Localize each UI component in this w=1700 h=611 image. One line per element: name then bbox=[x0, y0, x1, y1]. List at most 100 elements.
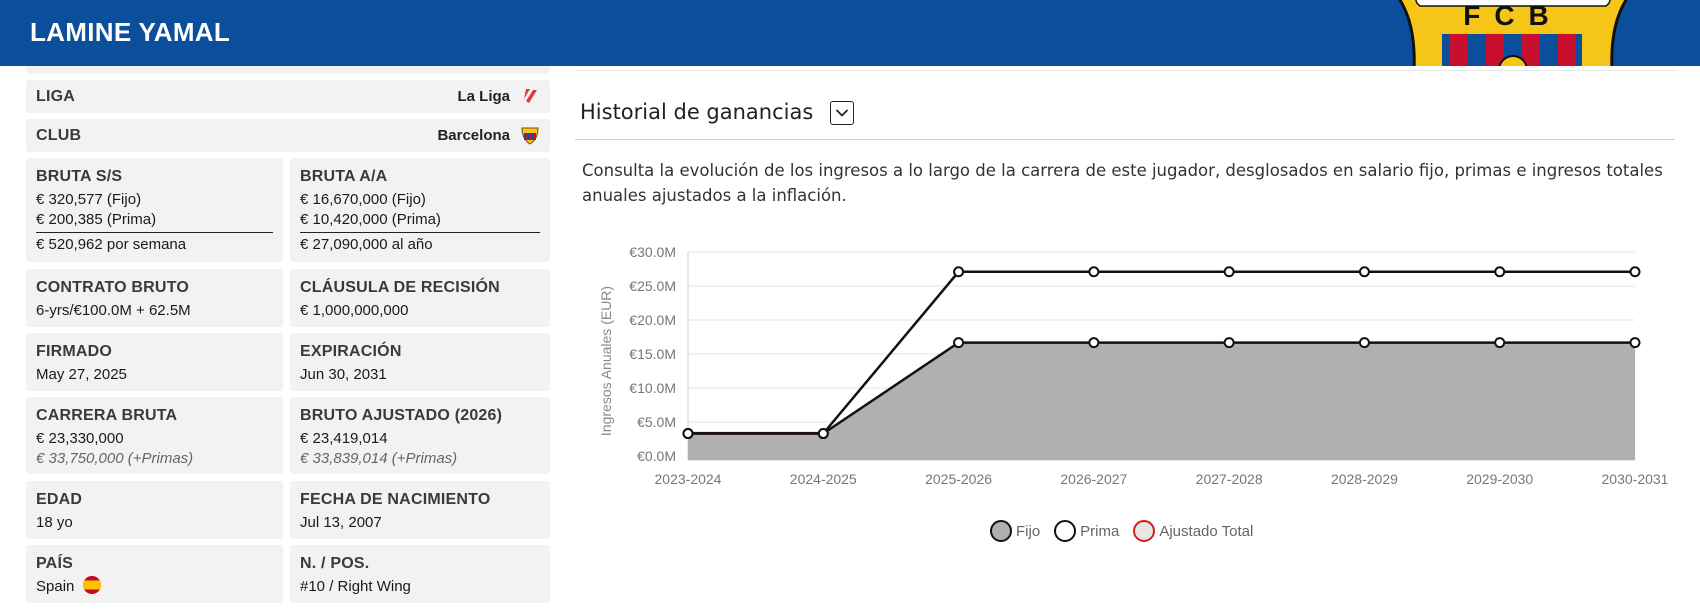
stat-pais: PAÍS Spain bbox=[26, 545, 283, 603]
stat-nacimiento: FECHA DE NACIMIENTO Jul 13, 2007 bbox=[290, 481, 550, 539]
stat-bruta-anual: BRUTA A/A € 16,670,000 (Fijo) € 10,420,0… bbox=[290, 158, 550, 262]
y-tick-label: €20.0M bbox=[629, 312, 676, 328]
legend-item-ajustado-total[interactable]: Ajustado Total bbox=[1133, 520, 1253, 542]
stat-label: CARRERA BRUTA bbox=[36, 407, 178, 424]
legend-label: Ajustado Total bbox=[1159, 522, 1254, 540]
point-prima bbox=[953, 266, 965, 278]
stat-liga: LIGA La Liga bbox=[26, 80, 550, 113]
section-description: Consulta la evolución de los ingresos a … bbox=[582, 161, 1663, 205]
stat-clausula: CLÁUSULA DE RECISIÓN € 1,000,000,000 bbox=[290, 269, 550, 327]
x-tick-label: 2025-2026 bbox=[925, 471, 992, 487]
stat-value: May 27, 2025 bbox=[36, 366, 127, 383]
stat-label: FIRMADO bbox=[36, 343, 113, 360]
stat-label: CLÁUSULA DE RECISIÓN bbox=[300, 279, 500, 296]
stat-label: BRUTA S/S bbox=[36, 168, 123, 185]
y-tick-label: €25.0M bbox=[629, 278, 676, 294]
stat-divider bbox=[36, 232, 273, 233]
legend-label: Prima bbox=[1080, 522, 1120, 540]
stat-label: BRUTA A/A bbox=[300, 168, 388, 185]
series-prima-line bbox=[688, 270, 1635, 435]
legend-swatch bbox=[990, 520, 1012, 542]
stat-label: PAÍS bbox=[36, 555, 73, 572]
stat-value: € 1,000,000,000 bbox=[300, 302, 409, 319]
point-prima bbox=[1629, 266, 1641, 278]
x-tick-label: 2023-2024 bbox=[655, 471, 722, 487]
section-top-border bbox=[575, 70, 1675, 71]
stat-fijo: € 16,670,000 (Fijo) bbox=[300, 191, 426, 208]
stat-value: Barcelona bbox=[437, 127, 510, 144]
legend-item-prima[interactable]: Prima bbox=[1054, 520, 1119, 542]
page-header: LAMINE YAMAL FCB bbox=[0, 0, 1700, 66]
stat-ajustado: BRUTO AJUSTADO (2026) € 23,419,014 € 33,… bbox=[290, 397, 550, 474]
stat-bruta-semanal: BRUTA S/S € 320,577 (Fijo) € 200,385 (Pr… bbox=[26, 158, 283, 262]
stat-value: 6-yrs/€100.0M + 62.5M bbox=[36, 302, 191, 319]
stat-label: N. / POS. bbox=[300, 555, 370, 572]
x-tick-label: 2027-2028 bbox=[1196, 471, 1263, 487]
stat-sub-value: € 33,750,000 (+Primas) bbox=[36, 450, 194, 467]
stat-club: CLUB Barcelona bbox=[26, 119, 550, 152]
point-fijo bbox=[1223, 337, 1235, 349]
x-tick-label: 2029-2030 bbox=[1466, 471, 1533, 487]
point-fijo bbox=[1629, 337, 1641, 349]
stat-fijo: € 320,577 (Fijo) bbox=[36, 191, 142, 208]
point-fijo bbox=[1494, 337, 1506, 349]
stat-label: BRUTO AJUSTADO (2026) bbox=[300, 407, 503, 424]
legend-swatch bbox=[1054, 520, 1077, 542]
stat-value: Spain bbox=[36, 578, 75, 595]
section-toggle-button[interactable] bbox=[830, 101, 854, 125]
stat-label: LIGA bbox=[36, 88, 76, 105]
y-tick-label: €5.0M bbox=[637, 414, 676, 430]
y-tick-label: €0.0M bbox=[637, 448, 676, 464]
stat-carrera: CARRERA BRUTA € 23,330,000 € 33,750,000 … bbox=[26, 397, 283, 474]
stat-label: EXPIRACIÓN bbox=[300, 343, 402, 360]
stat-label: FECHA DE NACIMIENTO bbox=[300, 491, 491, 508]
laliga-logo-icon bbox=[524, 89, 537, 103]
x-tick-label: 2030-2031 bbox=[1602, 471, 1669, 487]
stat-label: EDAD bbox=[36, 491, 83, 508]
stat-edad: EDAD 18 yo bbox=[26, 481, 283, 539]
stat-total: € 27,090,000 al año bbox=[300, 236, 433, 253]
stat-value: € 23,419,014 bbox=[300, 430, 388, 447]
stat-total: € 520,962 por semana bbox=[36, 236, 187, 253]
point-fijo bbox=[953, 337, 965, 349]
stat-prima: € 200,385 (Prima) bbox=[36, 211, 157, 228]
stat-contrato: CONTRATO BRUTO 6-yrs/€100.0M + 62.5M bbox=[26, 269, 283, 327]
stat-expiracion: EXPIRACIÓN Jun 30, 2031 bbox=[290, 333, 550, 391]
y-tick-label: €10.0M bbox=[629, 380, 676, 396]
x-tick-label: 2028-2029 bbox=[1331, 471, 1398, 487]
stat-divider bbox=[300, 232, 540, 233]
point-prima bbox=[1088, 266, 1100, 278]
point-fijo bbox=[1358, 337, 1370, 349]
stat-value: € 23,330,000 bbox=[36, 430, 124, 447]
stat-value: Jul 13, 2007 bbox=[300, 514, 382, 531]
spain-flag-icon bbox=[83, 576, 101, 594]
series-fijo-area bbox=[688, 342, 1635, 460]
earnings-chart: Ingresos Anuales (EUR) €0.0M €5.0M €10.0M €… bbox=[598, 244, 1669, 487]
point-prima bbox=[1358, 266, 1370, 278]
point-prima bbox=[1494, 266, 1506, 278]
player-name: LAMINE YAMAL bbox=[30, 17, 231, 47]
stat-label: CONTRATO BRUTO bbox=[36, 279, 190, 296]
stat-value: 18 yo bbox=[36, 514, 73, 531]
fcb-crest-icon: FCB bbox=[1398, 0, 1628, 66]
stat-label: CLUB bbox=[36, 127, 82, 144]
x-tick-label: 2026-2027 bbox=[1060, 471, 1127, 487]
section-divider bbox=[575, 139, 1675, 140]
legend-swatch bbox=[1133, 520, 1156, 542]
series-fijo-line bbox=[688, 341, 1635, 435]
clipped-stat-row bbox=[26, 66, 550, 74]
point-prima bbox=[682, 428, 694, 440]
stat-posicion: N. / POS. #10 / Right Wing bbox=[290, 545, 550, 603]
chart-legend: Fijo Prima Ajustado Total bbox=[990, 520, 1267, 542]
point-prima bbox=[1223, 266, 1235, 278]
legend-item-fijo[interactable]: Fijo bbox=[990, 520, 1040, 542]
x-tick-label: 2024-2025 bbox=[790, 471, 857, 487]
section-title: Historial de ganancias bbox=[580, 100, 814, 124]
legend-label: Fijo bbox=[1016, 522, 1041, 540]
point-fijo bbox=[1088, 337, 1100, 349]
stat-value: La Liga bbox=[457, 88, 510, 105]
point-prima bbox=[817, 428, 829, 440]
y-tick-label: €30.0M bbox=[629, 244, 676, 260]
stat-firmado: FIRMADO May 27, 2025 bbox=[26, 333, 283, 391]
fcb-crest-icon bbox=[521, 127, 539, 145]
